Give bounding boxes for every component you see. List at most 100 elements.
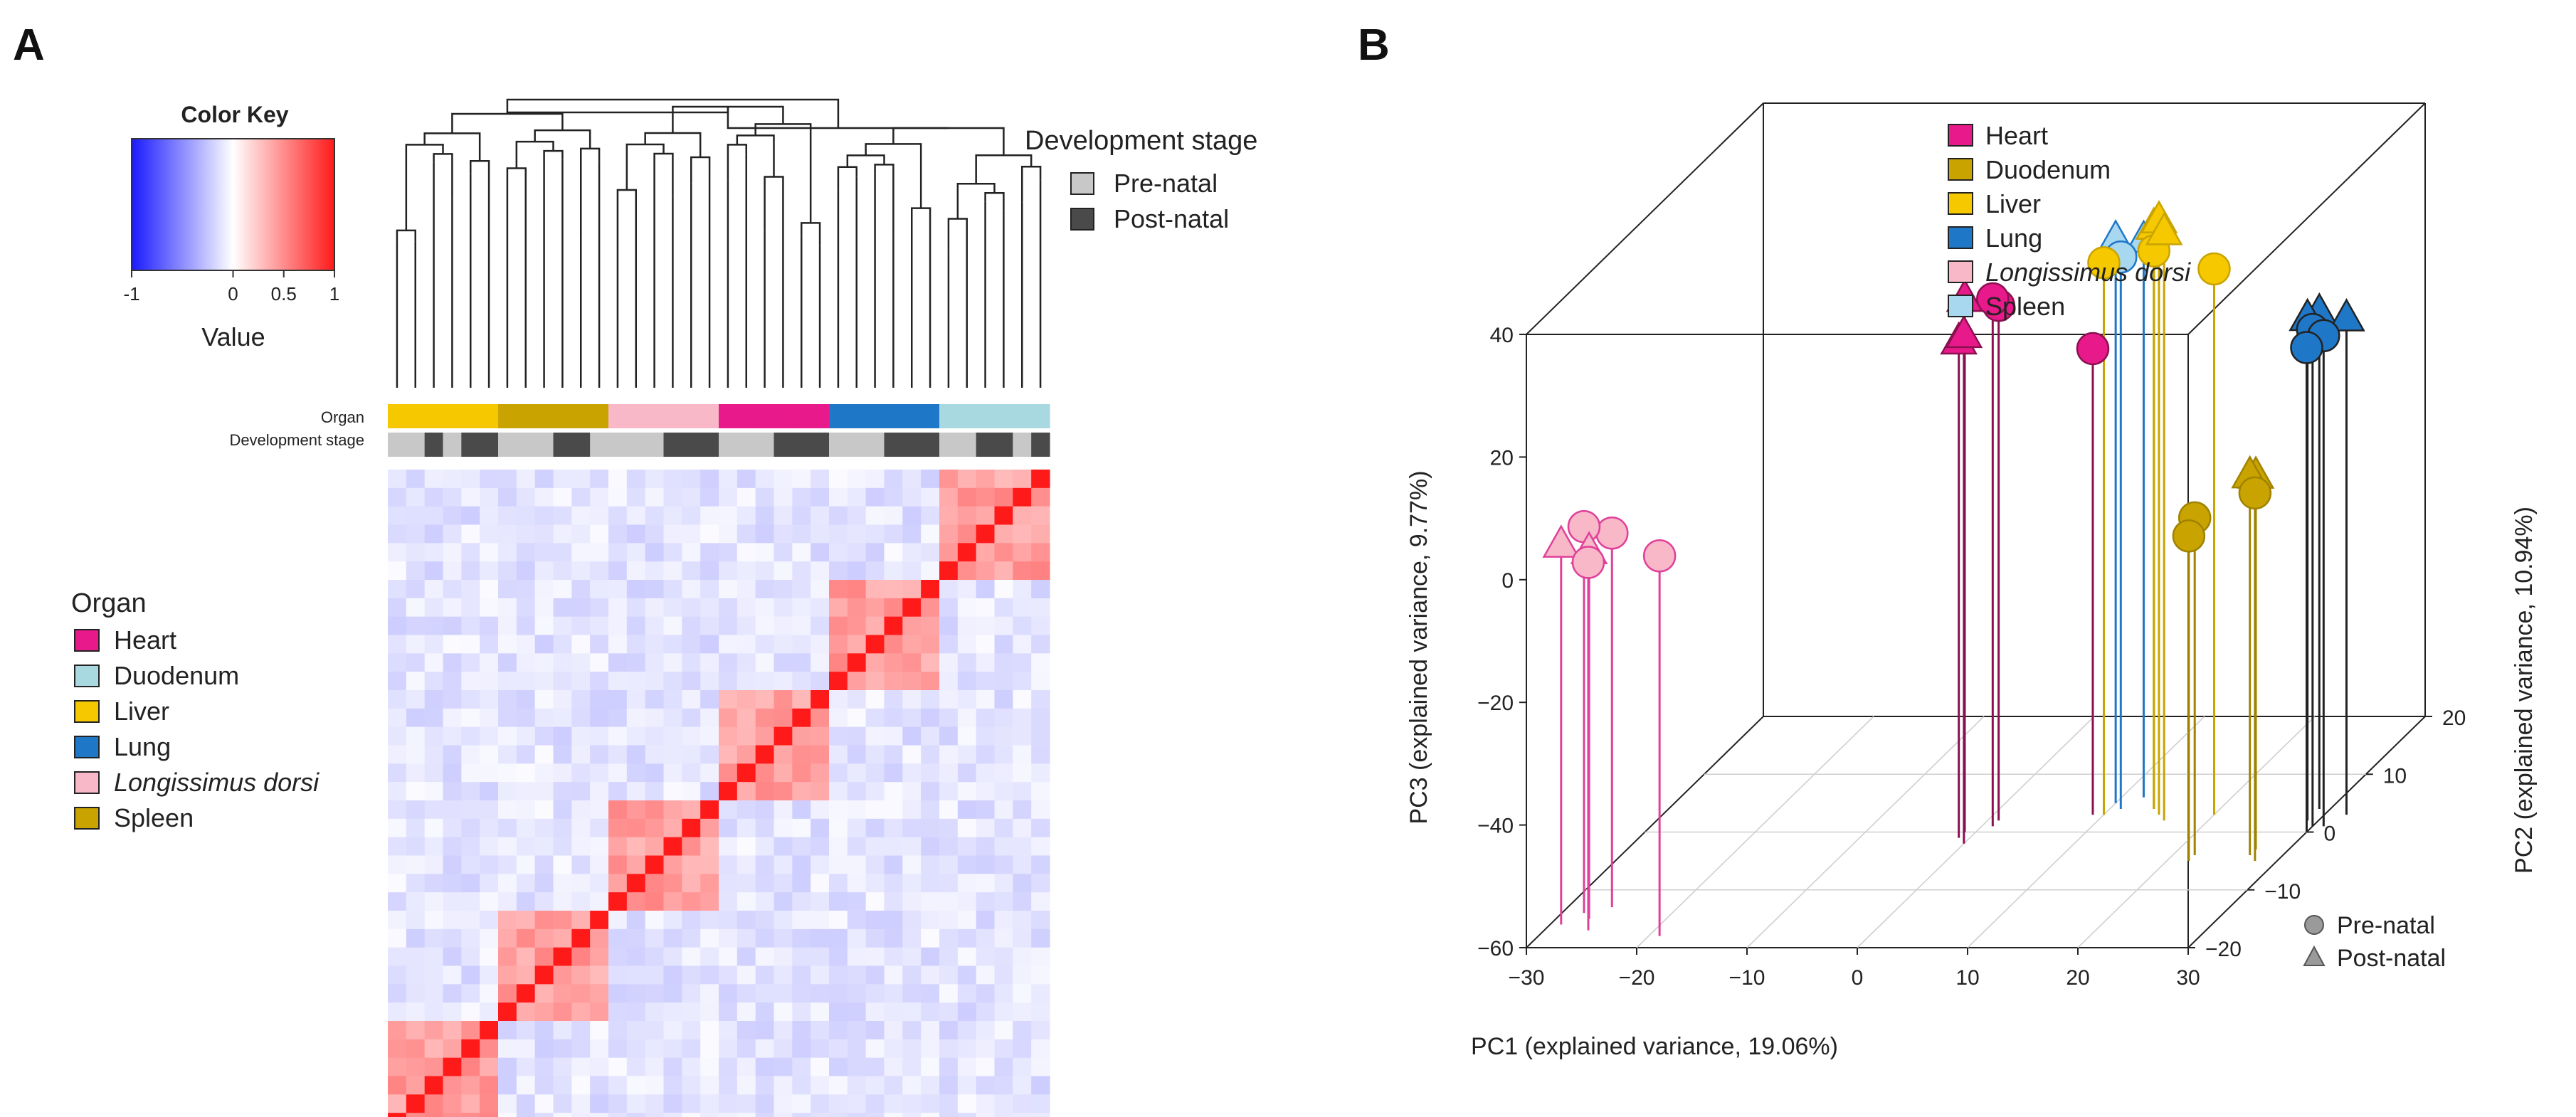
- heatmap-cell: [719, 782, 738, 801]
- heatmap-cell: [553, 524, 572, 544]
- heatmap-cell: [498, 800, 517, 820]
- heatmap-cell: [682, 800, 701, 820]
- heatmap-cell: [498, 506, 517, 526]
- z-axis-label: PC2 (explained variance, 10.94%): [2511, 507, 2538, 874]
- heatmap-cell: [534, 708, 554, 728]
- heatmap-cell: [645, 1057, 665, 1077]
- heatmap-cell: [829, 524, 848, 544]
- heatmap-cell: [737, 837, 756, 857]
- heatmap-cell: [865, 487, 885, 507]
- dendrogram-branch: [470, 160, 490, 215]
- heatmap-cell: [516, 470, 536, 489]
- heatmap-cell: [626, 1002, 646, 1022]
- heatmap-cell: [424, 928, 444, 948]
- heatmap-cell: [406, 1076, 426, 1095]
- heatmap-cell: [516, 1021, 536, 1040]
- heatmap-cell: [902, 1021, 922, 1040]
- heatmap-cell: [443, 818, 462, 838]
- point-circle: [1642, 539, 1677, 573]
- heatmap-cell: [480, 1076, 499, 1095]
- organ-legend-swatch: [74, 807, 100, 830]
- heatmap-cell: [682, 690, 701, 709]
- heatmap-cell: [847, 874, 867, 893]
- heatmap-cell: [755, 616, 775, 636]
- heatmap-cell: [774, 1021, 793, 1040]
- heatmap-cell: [553, 947, 572, 967]
- heatmap-cell: [424, 1076, 444, 1095]
- heatmap-cell: [590, 672, 609, 691]
- dendrogram-branch: [764, 176, 784, 231]
- heatmap-cell: [534, 911, 554, 930]
- heatmap-cell: [443, 1002, 462, 1022]
- z-tick-label: 20: [2442, 706, 2466, 730]
- heatmap-cell: [645, 726, 665, 746]
- heatmap-cell: [994, 708, 1013, 728]
- heatmap-cell: [847, 1113, 867, 1117]
- heatmap-cell: [865, 598, 885, 618]
- heatmap-cell: [534, 984, 554, 1003]
- heatmap-cell: [461, 1021, 480, 1040]
- heatmap-cell: [700, 726, 719, 746]
- heatmap-cell: [847, 782, 867, 801]
- heatmap-cell: [1013, 598, 1032, 618]
- heatmap-cell: [737, 653, 756, 672]
- heatmap-cell: [737, 580, 756, 599]
- heatmap-cell: [443, 506, 462, 526]
- heatmap-cell: [553, 690, 572, 709]
- heatmap-cell: [571, 837, 591, 857]
- heatmap-cell: [480, 616, 499, 636]
- heatmap-cell: [976, 800, 996, 820]
- heatmap-cell: [994, 506, 1013, 526]
- heatmap-cell: [608, 947, 628, 967]
- shape-legend-label: Post-natal: [2337, 945, 2446, 972]
- heatmap-cell: [534, 892, 554, 911]
- stage-legend-label: Post-natal: [1114, 204, 1229, 233]
- heatmap-cell: [406, 745, 426, 764]
- heatmap-cell: [865, 837, 885, 857]
- heatmap-cell: [645, 911, 665, 930]
- heatmap-cell: [700, 653, 719, 672]
- heatmap-cell: [994, 818, 1013, 838]
- heatmap-cell: [480, 800, 499, 820]
- heatmap-cell: [1031, 911, 1050, 930]
- heatmap-cell: [884, 635, 903, 654]
- heatmap-cell: [608, 653, 628, 672]
- heatmap-cell: [461, 911, 480, 930]
- point-circle: [1567, 509, 1601, 544]
- heatmap-cell: [829, 984, 848, 1003]
- stage-annotation-cell: [571, 433, 591, 457]
- heatmap-cell: [608, 635, 628, 654]
- organ-legend-swatch: [74, 700, 100, 723]
- heatmap-cell: [590, 616, 609, 636]
- heatmap-cell: [626, 653, 646, 672]
- heatmap-cell: [774, 1002, 793, 1022]
- heatmap-cell: [388, 598, 407, 618]
- heatmap-cell: [921, 543, 940, 562]
- color-key-tick-label: 0: [228, 283, 238, 305]
- heatmap-cell: [388, 1002, 407, 1022]
- heatmap-cell: [1013, 1094, 1032, 1113]
- heatmap-cell: [645, 965, 665, 985]
- organ-annotation-cell: [755, 404, 775, 428]
- heatmap-cell: [829, 965, 848, 985]
- dendrogram-branch: [580, 147, 601, 238]
- heatmap-cell: [774, 708, 793, 728]
- heatmap-cell: [865, 984, 885, 1003]
- heatmap-cell: [737, 1113, 756, 1117]
- organ-legend-label: Liver: [114, 697, 169, 726]
- heatmap-cell: [957, 635, 977, 654]
- heatmap-cell: [976, 818, 996, 838]
- heatmap-cell: [608, 837, 628, 857]
- heatmap-cell: [388, 635, 407, 654]
- heatmap-cell: [939, 672, 959, 691]
- heatmap-cell: [571, 763, 591, 783]
- heatmap-cell: [663, 837, 682, 857]
- heatmap-cell: [534, 1076, 554, 1095]
- heatmap-cell: [553, 892, 572, 911]
- heatmap-cell: [792, 855, 811, 874]
- heatmap-cell: [388, 911, 407, 930]
- heatmap-cell: [645, 763, 665, 783]
- heatmap-cell: [737, 800, 756, 820]
- heatmap-cell: [1031, 561, 1050, 581]
- heatmap-cell: [994, 1057, 1013, 1077]
